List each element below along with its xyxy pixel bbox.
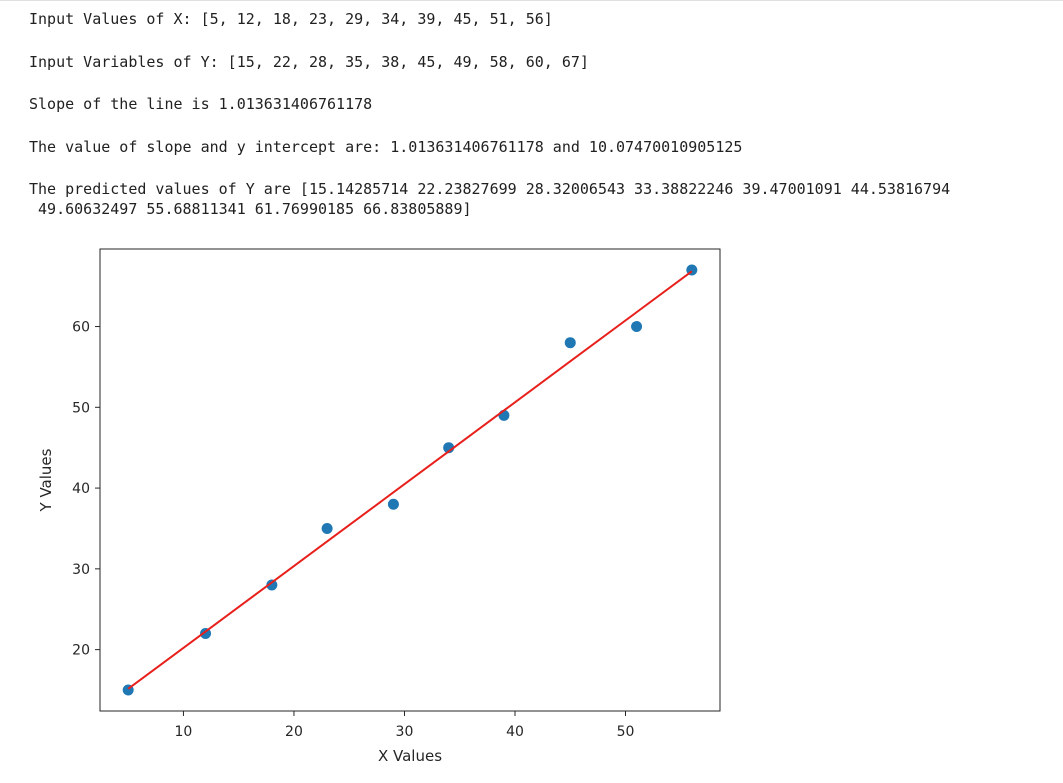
y-tick-label: 30 [72,562,90,578]
y-axis-label: Y Values [37,448,55,512]
output-line-slope-intercept: The value of slope and y intercept are: … [29,138,743,156]
y-axis-ticks: 20 30 40 50 60 [72,320,100,659]
scatter-point [631,321,643,333]
scatter-point [564,337,576,349]
regression-line [127,270,693,690]
output-line-predicted-2: 49.60632497 55.68811341 61.76990185 66.8… [29,200,472,218]
scatter-point [387,498,399,510]
y-tick-label: 50 [72,400,90,416]
output-line-slope: Slope of the line is 1.013631406761178 [29,95,373,113]
series-layer [122,264,698,696]
x-tick-label: 20 [285,724,303,740]
output-line-y-values: Input Variables of Y: [15, 22, 28, 35, 3… [29,53,589,71]
x-tick-label: 50 [617,724,635,740]
scatter-point [266,579,278,591]
y-tick-label: 40 [72,481,90,497]
top-divider [0,0,1063,1]
y-tick-label: 60 [72,320,90,336]
x-tick-label: 30 [396,724,414,740]
y-tick-label: 20 [72,643,90,659]
x-axis-ticks: 10 20 30 40 50 [175,711,635,740]
plot-area-frame [99,248,721,712]
output-line-x-values: Input Values of X: [5, 12, 18, 23, 29, 3… [29,10,553,28]
x-tick-label: 40 [506,724,524,740]
output-line-predicted-1: The predicted values of Y are [15.142857… [29,180,951,198]
x-tick-label: 10 [175,724,193,740]
x-axis-label: X Values [378,747,442,765]
scatter-point [321,522,333,534]
